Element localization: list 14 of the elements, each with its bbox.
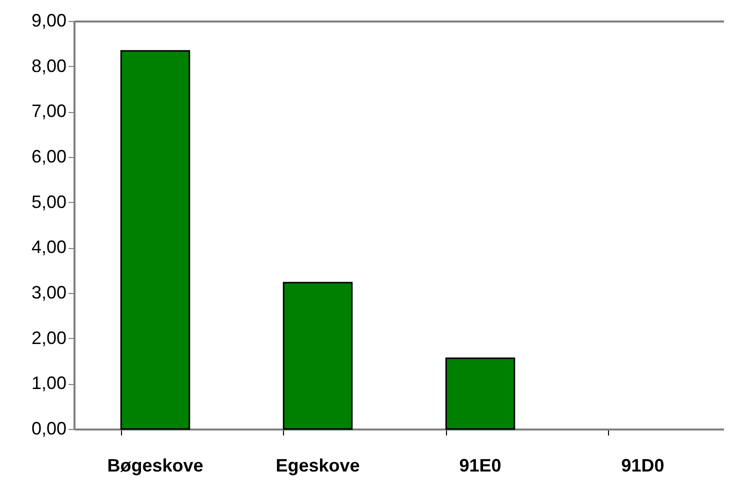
x-tick-label: Egeskove <box>276 456 360 476</box>
y-tick-label: 3,00 <box>31 282 66 302</box>
y-tick-label: 6,00 <box>31 146 66 166</box>
y-tick-label: 1,00 <box>31 373 66 394</box>
y-tick-label: 5,00 <box>31 192 66 212</box>
x-tick-label: Bøgeskove <box>107 456 204 476</box>
y-tick-label: 2,00 <box>31 328 66 348</box>
x-tick-label: 91D0 <box>621 456 664 476</box>
y-tick-label: 4,00 <box>31 237 66 258</box>
y-tick-label: 9,00 <box>31 10 66 30</box>
y-tick-label: 0,00 <box>31 418 66 438</box>
y-tick-label: 7,00 <box>31 101 66 122</box>
x-tick-label: 91E0 <box>459 456 502 476</box>
y-tick-label: 8,00 <box>31 56 66 76</box>
